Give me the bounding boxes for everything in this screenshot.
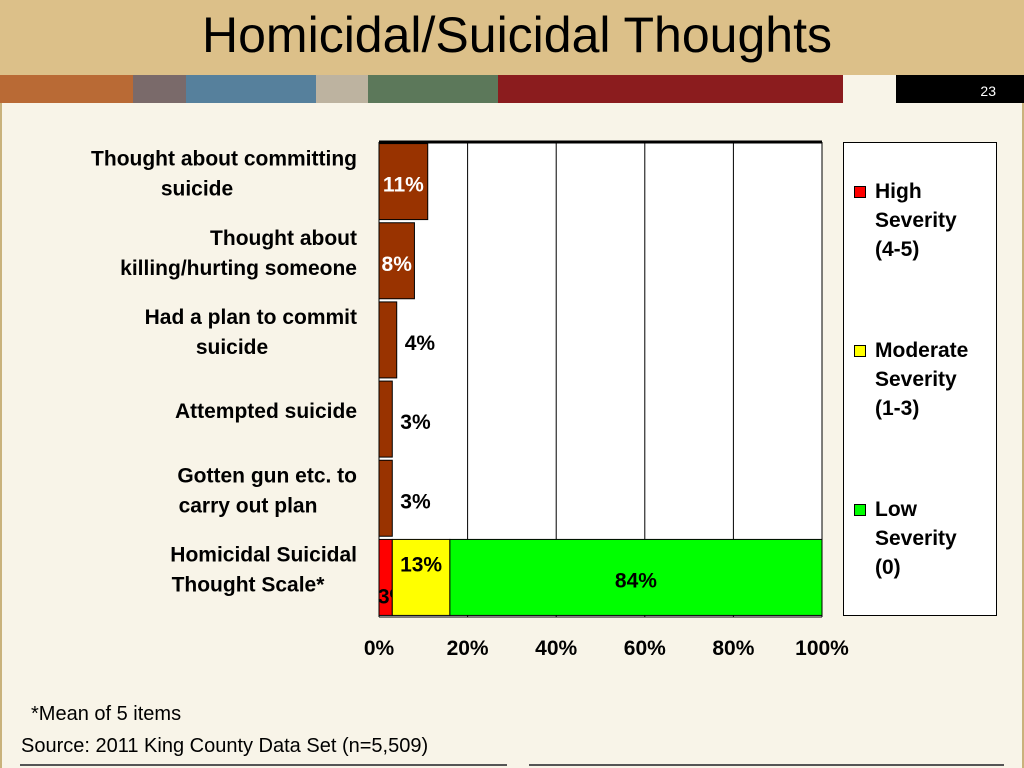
legend-swatch (854, 186, 866, 198)
data-label: 13% (400, 553, 442, 576)
category-label: Gotten gun etc. to (177, 464, 357, 487)
color-band-segment (498, 75, 843, 103)
color-band-segment (316, 75, 368, 103)
x-tick-label: 0% (364, 637, 395, 660)
color-band-segment (186, 75, 316, 103)
category-label: Attempted suicide (175, 400, 357, 423)
footnote-mean: *Mean of 5 items (31, 703, 182, 725)
bar-single-item (378, 459, 393, 537)
slide-header: Homicidal/Suicidal Thoughts (0, 0, 1024, 75)
data-label: 11% (383, 174, 424, 197)
bar-segment-low (449, 538, 823, 616)
category-label: suicide (161, 178, 233, 201)
category-label: Had a plan to commit (145, 306, 357, 329)
legend-label-line: Moderate (875, 339, 969, 362)
bar-single-item (378, 143, 429, 221)
data-label: 8% (382, 253, 413, 276)
data-label: 3% (400, 411, 431, 434)
color-band-segment (843, 75, 896, 103)
x-tick-label: 80% (712, 637, 754, 660)
legend-label-line: Severity (875, 527, 957, 550)
legend-label-line: (1-3) (875, 397, 920, 420)
x-tick-label: 60% (624, 637, 666, 660)
legend-label-line: (4-5) (875, 238, 920, 261)
color-band-segment (368, 75, 498, 103)
bar-single-item (378, 301, 398, 379)
color-band-segment (896, 75, 1024, 103)
legend-label-line: (0) (875, 556, 901, 579)
bar-segment-moderate (391, 538, 451, 616)
x-tick-label: 100% (795, 637, 849, 660)
category-label: Homicidal Suicidal (170, 543, 357, 566)
legend-label-line: Low (875, 498, 917, 521)
x-tick-label: 20% (447, 637, 489, 660)
footnote-source: Source: 2011 King County Data Set (n=5,5… (21, 735, 429, 757)
color-band-segment (0, 75, 133, 103)
slide-number: 23 (980, 83, 996, 99)
category-label: suicide (196, 336, 268, 359)
bottom-rule-right (529, 764, 1004, 766)
bar-single-item (378, 380, 393, 458)
legend-label-line: High (875, 180, 922, 203)
chart-legend: High Severity (4-5) Moderate Severity (1-3) Lo… (843, 142, 997, 616)
slide-left-border (0, 103, 2, 768)
legend-label-line: Severity (875, 368, 957, 391)
category-label: Thought Scale* (172, 573, 326, 596)
legend-label: Moderate Severity (1-3) (875, 336, 1000, 423)
data-label: 4% (405, 332, 436, 355)
slide-title: Homicidal/Suicidal Thoughts (202, 7, 832, 63)
legend-label: Low Severity (0) (875, 495, 1000, 582)
category-label: Thought about (210, 227, 357, 250)
x-tick-label: 40% (535, 637, 577, 660)
data-label: 3% (400, 490, 431, 513)
legend-swatch (854, 504, 866, 516)
slide-right-border (1022, 103, 1024, 768)
bottom-rule-left (20, 764, 507, 766)
category-label: Thought about committing (91, 148, 357, 171)
category-label: carry out plan (179, 494, 318, 517)
category-label: killing/hurting someone (120, 257, 357, 280)
legend-label: High Severity (4-5) (875, 177, 1000, 264)
legend-label-line: Severity (875, 209, 957, 232)
plot-area (379, 142, 822, 617)
color-band-segment (133, 75, 186, 103)
data-label: 84% (615, 569, 657, 592)
decorative-color-band (0, 75, 1024, 103)
legend-swatch (854, 345, 866, 357)
